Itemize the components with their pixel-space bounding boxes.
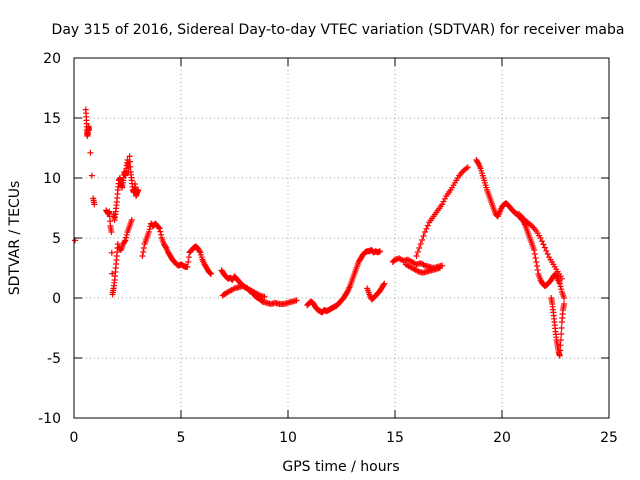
data-point: [381, 280, 388, 287]
data-point: [537, 235, 544, 241]
data-point: [557, 337, 564, 343]
data-point: [556, 352, 563, 359]
data-point: [556, 280, 563, 287]
data-point: [146, 226, 153, 233]
data-point: [196, 248, 203, 255]
data-point: [121, 238, 128, 245]
data-point: [126, 153, 133, 160]
y-tick-label: 20: [43, 51, 61, 67]
data-point: [380, 281, 387, 288]
data-point: [127, 163, 134, 170]
x-tick-label: 5: [177, 430, 186, 446]
data-point: [261, 293, 268, 300]
data-point: [123, 231, 130, 238]
data-point: [558, 331, 565, 337]
data-point: [140, 249, 147, 255]
x-tick-label: 0: [70, 430, 79, 446]
grid-lines: [74, 58, 609, 418]
data-point: [413, 253, 420, 259]
y-tick-label: 15: [43, 111, 61, 127]
data-point: [139, 253, 146, 259]
data-point: [108, 229, 115, 235]
y-tick-label: -10: [38, 411, 61, 427]
data-point: [557, 347, 564, 354]
data-point: [157, 228, 164, 235]
data-point: [436, 265, 443, 271]
data-point: [558, 275, 565, 282]
data-point: [420, 233, 427, 239]
data-point: [531, 251, 538, 257]
data-point: [421, 229, 428, 235]
data-point: [538, 238, 545, 245]
x-tick-label: 15: [386, 430, 404, 446]
data-point: [207, 270, 214, 277]
data-point: [184, 263, 191, 270]
data-point: [145, 229, 152, 235]
data-point: [293, 297, 300, 304]
data-point: [417, 241, 424, 247]
data-point: [88, 172, 95, 179]
data-point: [419, 237, 426, 243]
y-tick-label: 5: [52, 231, 61, 247]
data-point: [423, 225, 430, 232]
data-point: [531, 247, 538, 253]
data-point: [87, 149, 94, 156]
data-point: [532, 255, 539, 261]
data-point: [416, 245, 423, 251]
data-point: [185, 254, 192, 261]
data-point: [557, 283, 564, 290]
data-point: [135, 187, 142, 193]
data-point: [156, 225, 163, 232]
data-point: [464, 164, 471, 171]
data-point: [558, 325, 565, 331]
data-point: [185, 259, 192, 265]
data-point: [158, 231, 165, 238]
data-point: [123, 234, 130, 241]
data-point: [85, 127, 92, 133]
x-axis-label: GPS time / hours: [282, 459, 399, 475]
data-point: [140, 245, 147, 251]
data-point: [540, 241, 547, 248]
y-tick-label: 0: [52, 291, 61, 307]
data-series: [72, 106, 568, 359]
data-point: [126, 158, 133, 165]
data-point: [534, 267, 541, 273]
y-tick-label: 10: [43, 171, 61, 187]
y-axis-label: SDTVAR / TECUs: [7, 181, 23, 296]
data-point: [128, 217, 135, 223]
data-point: [377, 248, 384, 255]
data-point: [561, 295, 568, 301]
x-tick-label: 20: [493, 430, 511, 446]
axis-ticks: 0 5 10 15 20 25 -10 -5 0 5 10 15 20: [38, 51, 618, 446]
data-point: [533, 263, 540, 269]
data-point: [541, 244, 548, 251]
data-point: [108, 249, 115, 256]
data-point: [122, 237, 129, 244]
data-point: [543, 247, 550, 254]
x-tick-label: 10: [279, 430, 297, 446]
data-point: [561, 301, 568, 307]
data-point: [414, 249, 421, 255]
y-tick-label: -5: [47, 351, 61, 367]
data-point: [424, 222, 431, 229]
data-point: [544, 251, 551, 257]
data-point: [533, 259, 540, 265]
data-point: [155, 224, 162, 231]
data-point: [91, 201, 98, 208]
chart-title: Day 315 of 2016, Sidereal Day-to-day VTE…: [52, 22, 625, 38]
data-point: [558, 286, 565, 293]
data-point: [207, 271, 214, 277]
data-point: [114, 241, 121, 247]
data-point: [557, 342, 564, 349]
x-tick-label: 25: [600, 430, 618, 446]
